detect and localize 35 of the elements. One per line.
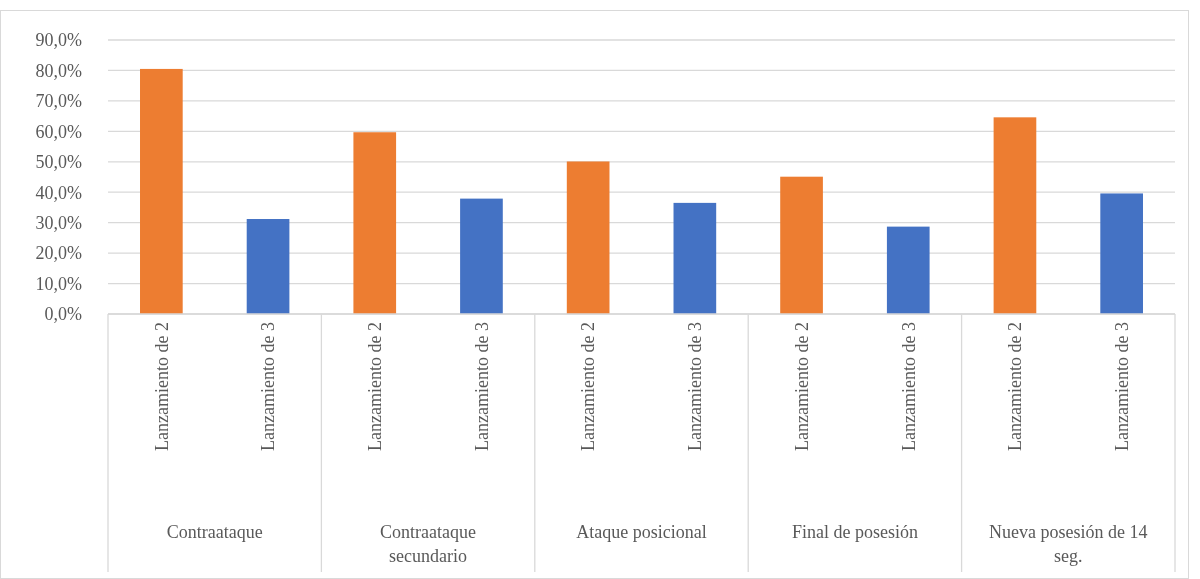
bar (673, 202, 717, 314)
bar (353, 132, 397, 314)
x-tick-label: Lanzamiento de 3 (471, 322, 492, 451)
x-tick-label: Lanzamiento de 2 (151, 322, 172, 451)
bar (460, 198, 503, 314)
y-tick-label: 90,0% (35, 30, 82, 51)
y-tick-label: 50,0% (35, 152, 82, 173)
x-tick-label: Lanzamiento de 3 (258, 322, 279, 451)
y-tick-label: 80,0% (35, 60, 82, 81)
text: Contraataque secundario (380, 522, 477, 566)
y-tick-label: 60,0% (35, 121, 82, 142)
bar (566, 161, 610, 314)
x-tick-label: Lanzamiento de 2 (1005, 322, 1026, 451)
y-tick-label: 70,0% (35, 91, 82, 112)
bar (886, 226, 930, 314)
y-tick-label: 0,0% (44, 304, 82, 325)
text: Nueva posesión de 14 seg. (989, 522, 1148, 566)
x-tick-label: Lanzamiento de 2 (791, 322, 812, 451)
x-tick-label: Lanzamiento de 3 (1111, 322, 1132, 451)
y-tick-label: 30,0% (35, 212, 82, 233)
text: Final de posesión (791, 522, 918, 542)
bar (993, 117, 1037, 314)
x-tick-label: Lanzamiento de 3 (685, 322, 706, 451)
y-tick-label: 20,0% (35, 243, 82, 264)
x-tick-label: Lanzamiento de 2 (578, 322, 599, 451)
text: Ataque posicional (576, 522, 707, 542)
y-tick-label: 10,0% (35, 273, 82, 294)
x-tick-label: Lanzamiento de 3 (898, 322, 919, 451)
bar (246, 219, 290, 314)
text: Contraataque (166, 522, 263, 542)
bar (1100, 193, 1143, 314)
bar (140, 68, 183, 314)
y-tick-label: 40,0% (35, 182, 82, 203)
bar (780, 176, 823, 314)
x-tick-label: Lanzamiento de 2 (365, 322, 386, 451)
